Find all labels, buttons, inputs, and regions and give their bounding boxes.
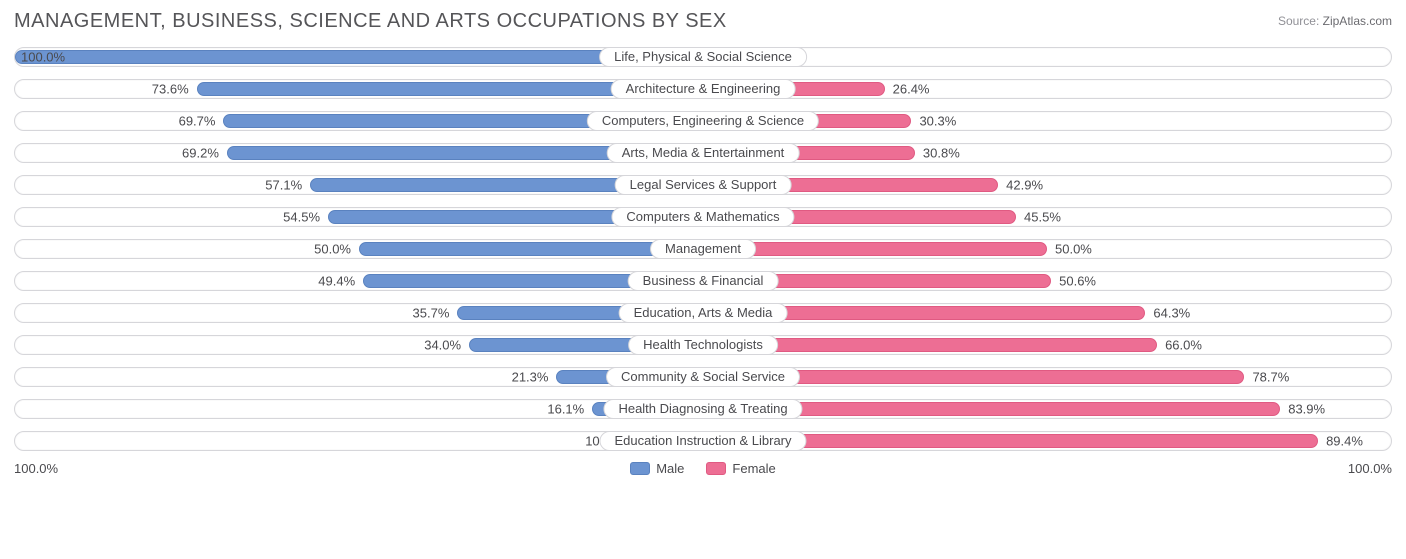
female-pct-label: 50.0% (1055, 242, 1092, 257)
chart-title: MANAGEMENT, BUSINESS, SCIENCE AND ARTS O… (14, 10, 727, 33)
legend-male-label: Male (656, 461, 684, 476)
category-label: Architecture & Engineering (611, 79, 796, 99)
bar-half-male: 69.2% (15, 143, 703, 163)
male-pct-label: 35.7% (413, 306, 450, 321)
bar-row: 49.4% 50.6% Business & Financial (14, 269, 1392, 293)
category-label: Life, Physical & Social Science (599, 47, 807, 67)
category-label: Business & Financial (628, 271, 779, 291)
female-pct-label: 78.7% (1252, 370, 1289, 385)
chart-bars-area: 100.0%0.0%Life, Physical & Social Scienc… (14, 45, 1392, 453)
bar-half-female: 66.0% (703, 335, 1391, 355)
female-pct-label: 89.4% (1326, 434, 1363, 449)
bar-row: 100.0%0.0%Life, Physical & Social Scienc… (14, 45, 1392, 69)
axis-left-label: 100.0% (14, 461, 58, 476)
category-label: Community & Social Service (606, 367, 800, 387)
legend-swatch-female (706, 462, 726, 475)
bar-half-male: 16.1% (15, 399, 703, 419)
source-label: Source: (1278, 14, 1319, 28)
male-pct-label: 16.1% (547, 402, 584, 417)
legend-swatch-male (630, 462, 650, 475)
bar-row: 34.0% 66.0% Health Technologists (14, 333, 1392, 357)
bar-row: 57.1% 42.9% Legal Services & Support (14, 173, 1392, 197)
female-pct-label: 66.0% (1165, 338, 1202, 353)
bar-half-female: 83.9% (703, 399, 1391, 419)
bar-half-male: 21.3% (15, 367, 703, 387)
bar-half-male: 34.0% (15, 335, 703, 355)
female-pct-label: 42.9% (1006, 178, 1043, 193)
bar-half-male: 73.6% (15, 79, 703, 99)
bar-half-male: 50.0% (15, 239, 703, 259)
category-label: Health Technologists (628, 335, 778, 355)
bar-row: 35.7% 64.3% Education, Arts & Media (14, 301, 1392, 325)
legend-female-label: Female (732, 461, 775, 476)
chart-header: MANAGEMENT, BUSINESS, SCIENCE AND ARTS O… (14, 10, 1392, 33)
bar-half-female: 42.9% (703, 175, 1391, 195)
female-pct-label: 30.8% (923, 146, 960, 161)
category-label: Management (650, 239, 756, 259)
category-label: Computers & Mathematics (611, 207, 794, 227)
bar-row: 69.7% 30.3% Computers, Engineering & Scien… (14, 109, 1392, 133)
female-pct-label: 45.5% (1024, 210, 1061, 225)
male-pct-label: 49.4% (318, 274, 355, 289)
male-pct-label: 50.0% (314, 242, 351, 257)
axis-right-label: 100.0% (1348, 461, 1392, 476)
category-label: Legal Services & Support (615, 175, 792, 195)
female-pct-label: 26.4% (893, 82, 930, 97)
bar-half-male: 57.1% (15, 175, 703, 195)
bar-row: 73.6% 26.4% Architecture & Engineering (14, 77, 1392, 101)
male-pct-label: 73.6% (152, 82, 189, 97)
bar-half-male: 54.5% (15, 207, 703, 227)
source-value: ZipAtlas.com (1323, 14, 1392, 28)
bar-half-male: 49.4% (15, 271, 703, 291)
category-label: Health Diagnosing & Treating (603, 399, 802, 419)
bar-half-female: 50.0% (703, 239, 1391, 259)
category-label: Education, Arts & Media (619, 303, 788, 323)
female-pct-label: 83.9% (1288, 402, 1325, 417)
bar-row: 69.2% 30.8% Arts, Media & Entertainment (14, 141, 1392, 165)
category-label: Computers, Engineering & Science (587, 111, 819, 131)
bar-half-female: 78.7% (703, 367, 1391, 387)
bar-half-male: 35.7% (15, 303, 703, 323)
male-pct-label: 54.5% (283, 210, 320, 225)
bar-half-female: 45.5% (703, 207, 1391, 227)
bar-row: 10.6%89.4%Education Instruction & Librar… (14, 429, 1392, 453)
chart-legend: Male Female (630, 461, 776, 476)
female-pct-label: 30.3% (919, 114, 956, 129)
male-pct-label: 100.0% (21, 50, 65, 65)
female-pct-label: 50.6% (1059, 274, 1096, 289)
bar-half-female: 26.4% (703, 79, 1391, 99)
male-pct-label: 21.3% (512, 370, 549, 385)
chart-axis: 100.0% Male Female 100.0% (14, 461, 1392, 476)
category-label: Arts, Media & Entertainment (607, 143, 800, 163)
bar-row: 54.5% 45.5% Computers & Mathematics (14, 205, 1392, 229)
bar-half-female: 50.6% (703, 271, 1391, 291)
male-pct-label: 69.2% (182, 146, 219, 161)
bar-row: 21.3% 78.7% Community & Social Service (14, 365, 1392, 389)
female-pct-label: 64.3% (1153, 306, 1190, 321)
chart-source: Source: ZipAtlas.com (1278, 14, 1392, 28)
male-pct-label: 69.7% (179, 114, 216, 129)
bar-row: 16.1% 83.9% Health Diagnosing & Treating (14, 397, 1392, 421)
bar-half-female: 30.8% (703, 143, 1391, 163)
bar-half-female: 64.3% (703, 303, 1391, 323)
category-label: Education Instruction & Library (599, 431, 806, 451)
legend-male: Male (630, 461, 684, 476)
legend-female: Female (706, 461, 775, 476)
male-pct-label: 34.0% (424, 338, 461, 353)
male-pct-label: 57.1% (265, 178, 302, 193)
bar-row: 50.0% 50.0% Management (14, 237, 1392, 261)
